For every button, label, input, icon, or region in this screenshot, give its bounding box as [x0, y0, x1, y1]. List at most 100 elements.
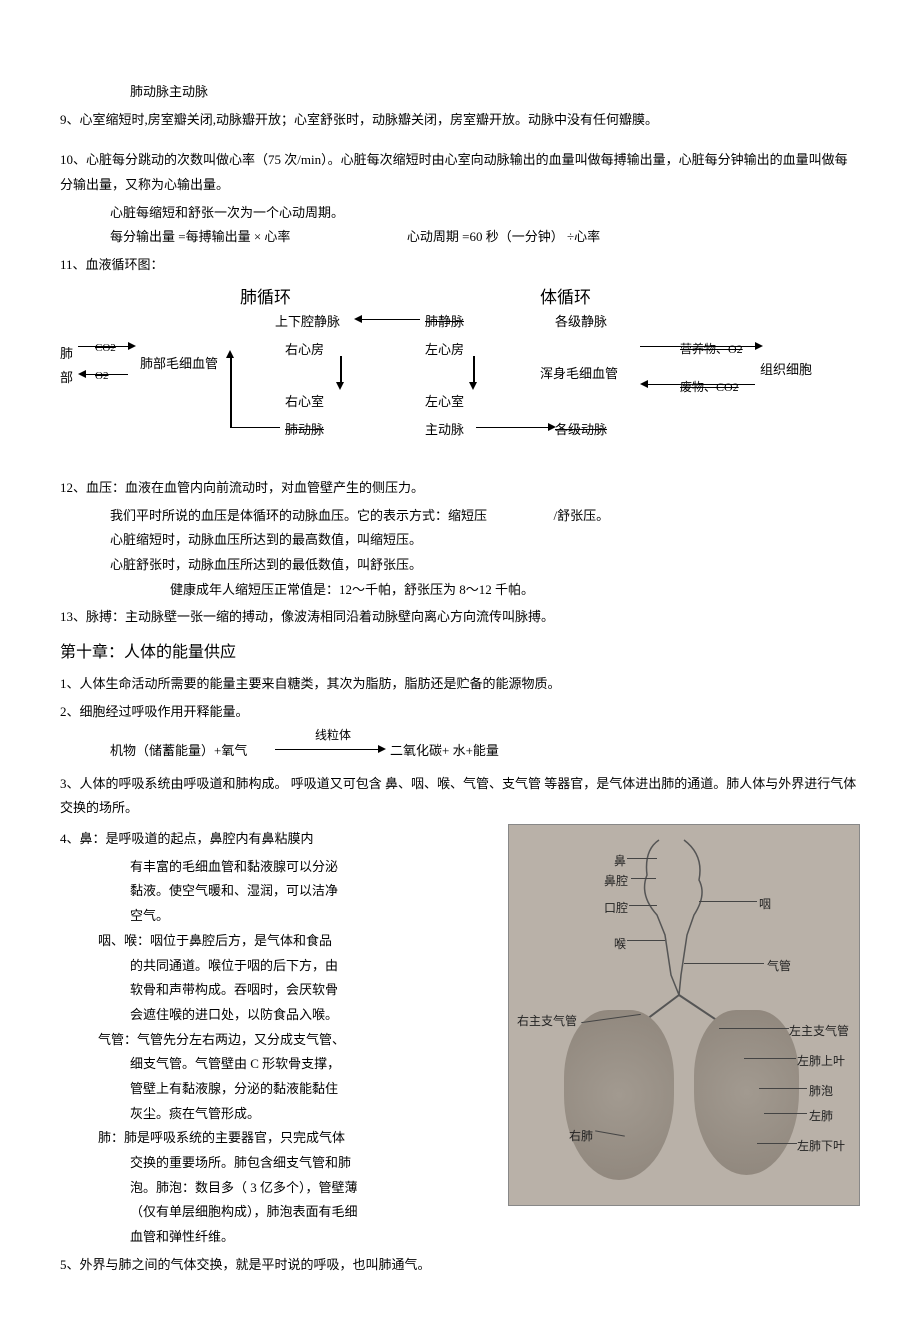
circulation-diagram: 肺循环 体循环 上下腔静脉 右心房 右心室 肺动脉 肺静脉 左心房 左心室 主动…	[60, 282, 860, 472]
systemic-veins: 各级静脉	[555, 310, 607, 335]
lbl-youfei: 右肺	[569, 1125, 593, 1148]
tissue-cells: 组织细胞	[760, 358, 812, 383]
ln-zuoshang	[744, 1058, 796, 1059]
lbl-kouqiang: 口腔	[604, 897, 628, 920]
left-atrium: 左心房	[425, 338, 464, 363]
la-lv-line	[473, 356, 475, 384]
c10-item-3: 3、人体的呼吸系统由呼吸道和肺构成。 呼吸道又可包含 鼻、咽、喉、气管、支气管 …	[60, 772, 860, 821]
item-10-line1: 10、心脏每分跳动的次数叫做心率（75 次/min）。心脏每次缩短时由心室向动脉…	[60, 148, 860, 197]
c10-item-5: 5、外界与肺之间的气体交换，就是平时说的呼吸，也叫肺通气。	[60, 1253, 860, 1278]
c10-item-1: 1、人体生命活动所需要的能量主要来自糖类，其次为脂肪，脂肪还是贮备的能源物质。	[60, 672, 860, 697]
item-12-b: 我们平时所说的血压是体循环的动脉血压。它的表示方式：缩短压 /舒张压。	[60, 504, 860, 529]
ln-kouqiang	[629, 905, 657, 906]
eq-left: 机物（储蓄能量）+氧气	[110, 739, 247, 764]
pulm-loop-line	[230, 356, 232, 428]
nut-line	[640, 346, 755, 347]
lung-char-bot: 部	[60, 366, 73, 391]
lbl-zuofei: 左肺	[809, 1105, 833, 1128]
pulm-loop-bot	[230, 427, 280, 428]
c4-yan-a: 的共同通道。喉位于咽的后下方，由	[60, 954, 498, 979]
vena-line	[360, 319, 420, 320]
item-12-a: 12、血压：血液在血管内向前流动时，对血管壁产生的侧压力。	[60, 476, 860, 501]
respiratory-system-figure: 鼻 鼻腔 口腔 喉 右主支气管 右肺 咽 气管 左主支气管 左肺上叶 肺泡 左肺…	[508, 824, 860, 1206]
c4-fei-head: 肺：肺是呼吸系统的主要器官，只完成气体	[60, 1126, 498, 1151]
la-lv-arrow-icon	[469, 382, 477, 390]
c4-nose-b: 黏液。使空气暖和、湿润，可以洁净	[60, 879, 498, 904]
ra-rv-arrow-icon	[336, 382, 344, 390]
lbl-zuoxia: 左肺下叶	[797, 1135, 845, 1158]
aorta-arrow-icon	[548, 423, 556, 431]
waste-arrow-icon	[640, 380, 648, 388]
ln-feipao	[759, 1088, 807, 1089]
lbl-yan: 咽	[759, 893, 771, 916]
ln-yan	[699, 901, 757, 902]
c4-nose-a: 有丰富的毛细血管和黏液腺可以分泌	[60, 855, 498, 880]
c4-nose-c: 空气。	[60, 904, 498, 929]
lbl-zuoshang: 左肺上叶	[797, 1050, 845, 1073]
left-lung-shape	[694, 1010, 799, 1175]
co2-arrow-icon	[128, 342, 136, 350]
ln-zuoxia	[757, 1143, 797, 1144]
waste-line	[648, 384, 755, 385]
right-lung-shape	[564, 1010, 674, 1180]
ln-bi	[627, 858, 657, 859]
item-12-c: 心脏缩短时，动脉血压所达到的最高数值，叫缩短压。	[60, 528, 860, 553]
c4-qi-a: 细支气管。气管壁由 C 形软骨支撑，	[60, 1052, 498, 1077]
nutrients-o2: 营养物、O2	[680, 338, 743, 361]
c4-qi-b: 管壁上有黏液腺，分泌的黏液能黏住	[60, 1077, 498, 1102]
c4-fei-d: 血管和弹性纤维。	[60, 1225, 498, 1250]
lbl-feipao: 肺泡	[809, 1080, 833, 1103]
c4-qi-c: 灰尘。痰在气管形成。	[60, 1102, 498, 1127]
aorta-line	[476, 427, 551, 428]
ln-zuofei	[764, 1113, 807, 1114]
c4-fei-b: 泡。肺泡：数目多（ 3 亿多个），管壁薄	[60, 1176, 498, 1201]
chapter-10-title: 第十章：人体的能量供应	[60, 638, 860, 668]
eq-arrow-icon	[378, 745, 386, 753]
lung-char-top: 肺	[60, 342, 73, 367]
o2-arrow-icon	[78, 370, 86, 378]
ln-qiguan	[684, 963, 764, 964]
ra-rv-line	[340, 356, 342, 384]
lbl-qiguan: 气管	[767, 955, 791, 978]
nut-arrow-icon	[755, 342, 763, 350]
formula-output: 每分输出量 =每搏输出量 × 心率	[110, 229, 290, 244]
co2-line	[78, 346, 128, 347]
item-12-d: 心脏舒张时，动脉血压所达到的最低数值，叫舒张压。	[60, 553, 860, 578]
item-10-line2: 心脏每缩短和舒张一次为一个心动周期。	[60, 201, 860, 226]
c4-yan-c: 会遮住喉的进口处，以防食品入喉。	[60, 1003, 498, 1028]
item-13: 13、脉搏：主动脉壁一张一缩的搏动，像波涛相同沿着动脉壁向离心方向流传叫脉搏。	[60, 605, 860, 630]
c10-item-2-head: 2、细胞经过呼吸作用开释能量。	[60, 700, 860, 725]
item-10-formulas: 每分输出量 =每搏输出量 × 心率 心动周期 =60 秒（一分钟） ÷心率	[60, 225, 860, 250]
o2-label: O2	[95, 366, 108, 387]
right-atrium: 右心房	[285, 338, 324, 363]
lung-capillaries: 肺部毛细血管	[140, 352, 218, 377]
item-12-e: 健康成年人缩短压正常值是：12～千帕，舒张压为 8～12 千帕。	[60, 578, 860, 603]
o2-line	[86, 374, 128, 375]
respiratory-section: 4、鼻：是呼吸道的起点，鼻腔内有鼻粘膜内 有丰富的毛细血管和黏液腺可以分泌 黏液…	[60, 824, 860, 1250]
eq-arrow-label: 线粒体	[315, 724, 351, 747]
respiratory-text: 4、鼻：是呼吸道的起点，鼻腔内有鼻粘膜内 有丰富的毛细血管和黏液腺可以分泌 黏液…	[60, 824, 508, 1250]
pulm-vein: 肺静脉	[425, 310, 464, 335]
left-ventricle: 左心室	[425, 390, 464, 415]
body-capillaries: 浑身毛细血管	[540, 362, 618, 387]
ln-zuozhu	[719, 1028, 789, 1029]
c4-fei-a: 交换的重要场所。肺包含细支气管和肺	[60, 1151, 498, 1176]
eq-right: 二氧化碳+ 水+能量	[390, 739, 499, 764]
c4-fei-c: （仅有单层细胞构成），肺泡表面有毛细	[60, 1200, 498, 1225]
pulm-loop-arrow-icon	[226, 350, 234, 358]
top-fragment: 肺动脉主动脉	[60, 80, 860, 105]
right-ventricle: 右心室	[285, 390, 324, 415]
ln-biqiang	[631, 878, 656, 879]
respiration-equation: 机物（储蓄能量）+氧气 线粒体 二氧化碳+ 水+能量	[60, 729, 860, 769]
eq-arrow-line	[275, 749, 380, 750]
lbl-biqiang: 鼻腔	[604, 870, 628, 893]
item-9: 9、心室缩短时,房室瓣关闭,动脉瓣开放；心室舒张时，动脉瓣关闭，房室瓣开放。动脉…	[60, 108, 860, 133]
lbl-youzhu: 右主支气管	[517, 1010, 577, 1033]
vena-arrow-icon	[354, 315, 362, 323]
c4-qi-head: 气管：气管先分左右两边，又分成支气管、	[60, 1028, 498, 1053]
item-12-b-suffix: /舒张压。	[554, 508, 610, 523]
waste-co2: 废物、CO2	[680, 376, 739, 399]
lbl-zuozhu: 左主支气管	[789, 1020, 849, 1043]
systemic-arteries: 各级动脉	[555, 418, 607, 443]
co2-label: CO2	[95, 338, 116, 359]
